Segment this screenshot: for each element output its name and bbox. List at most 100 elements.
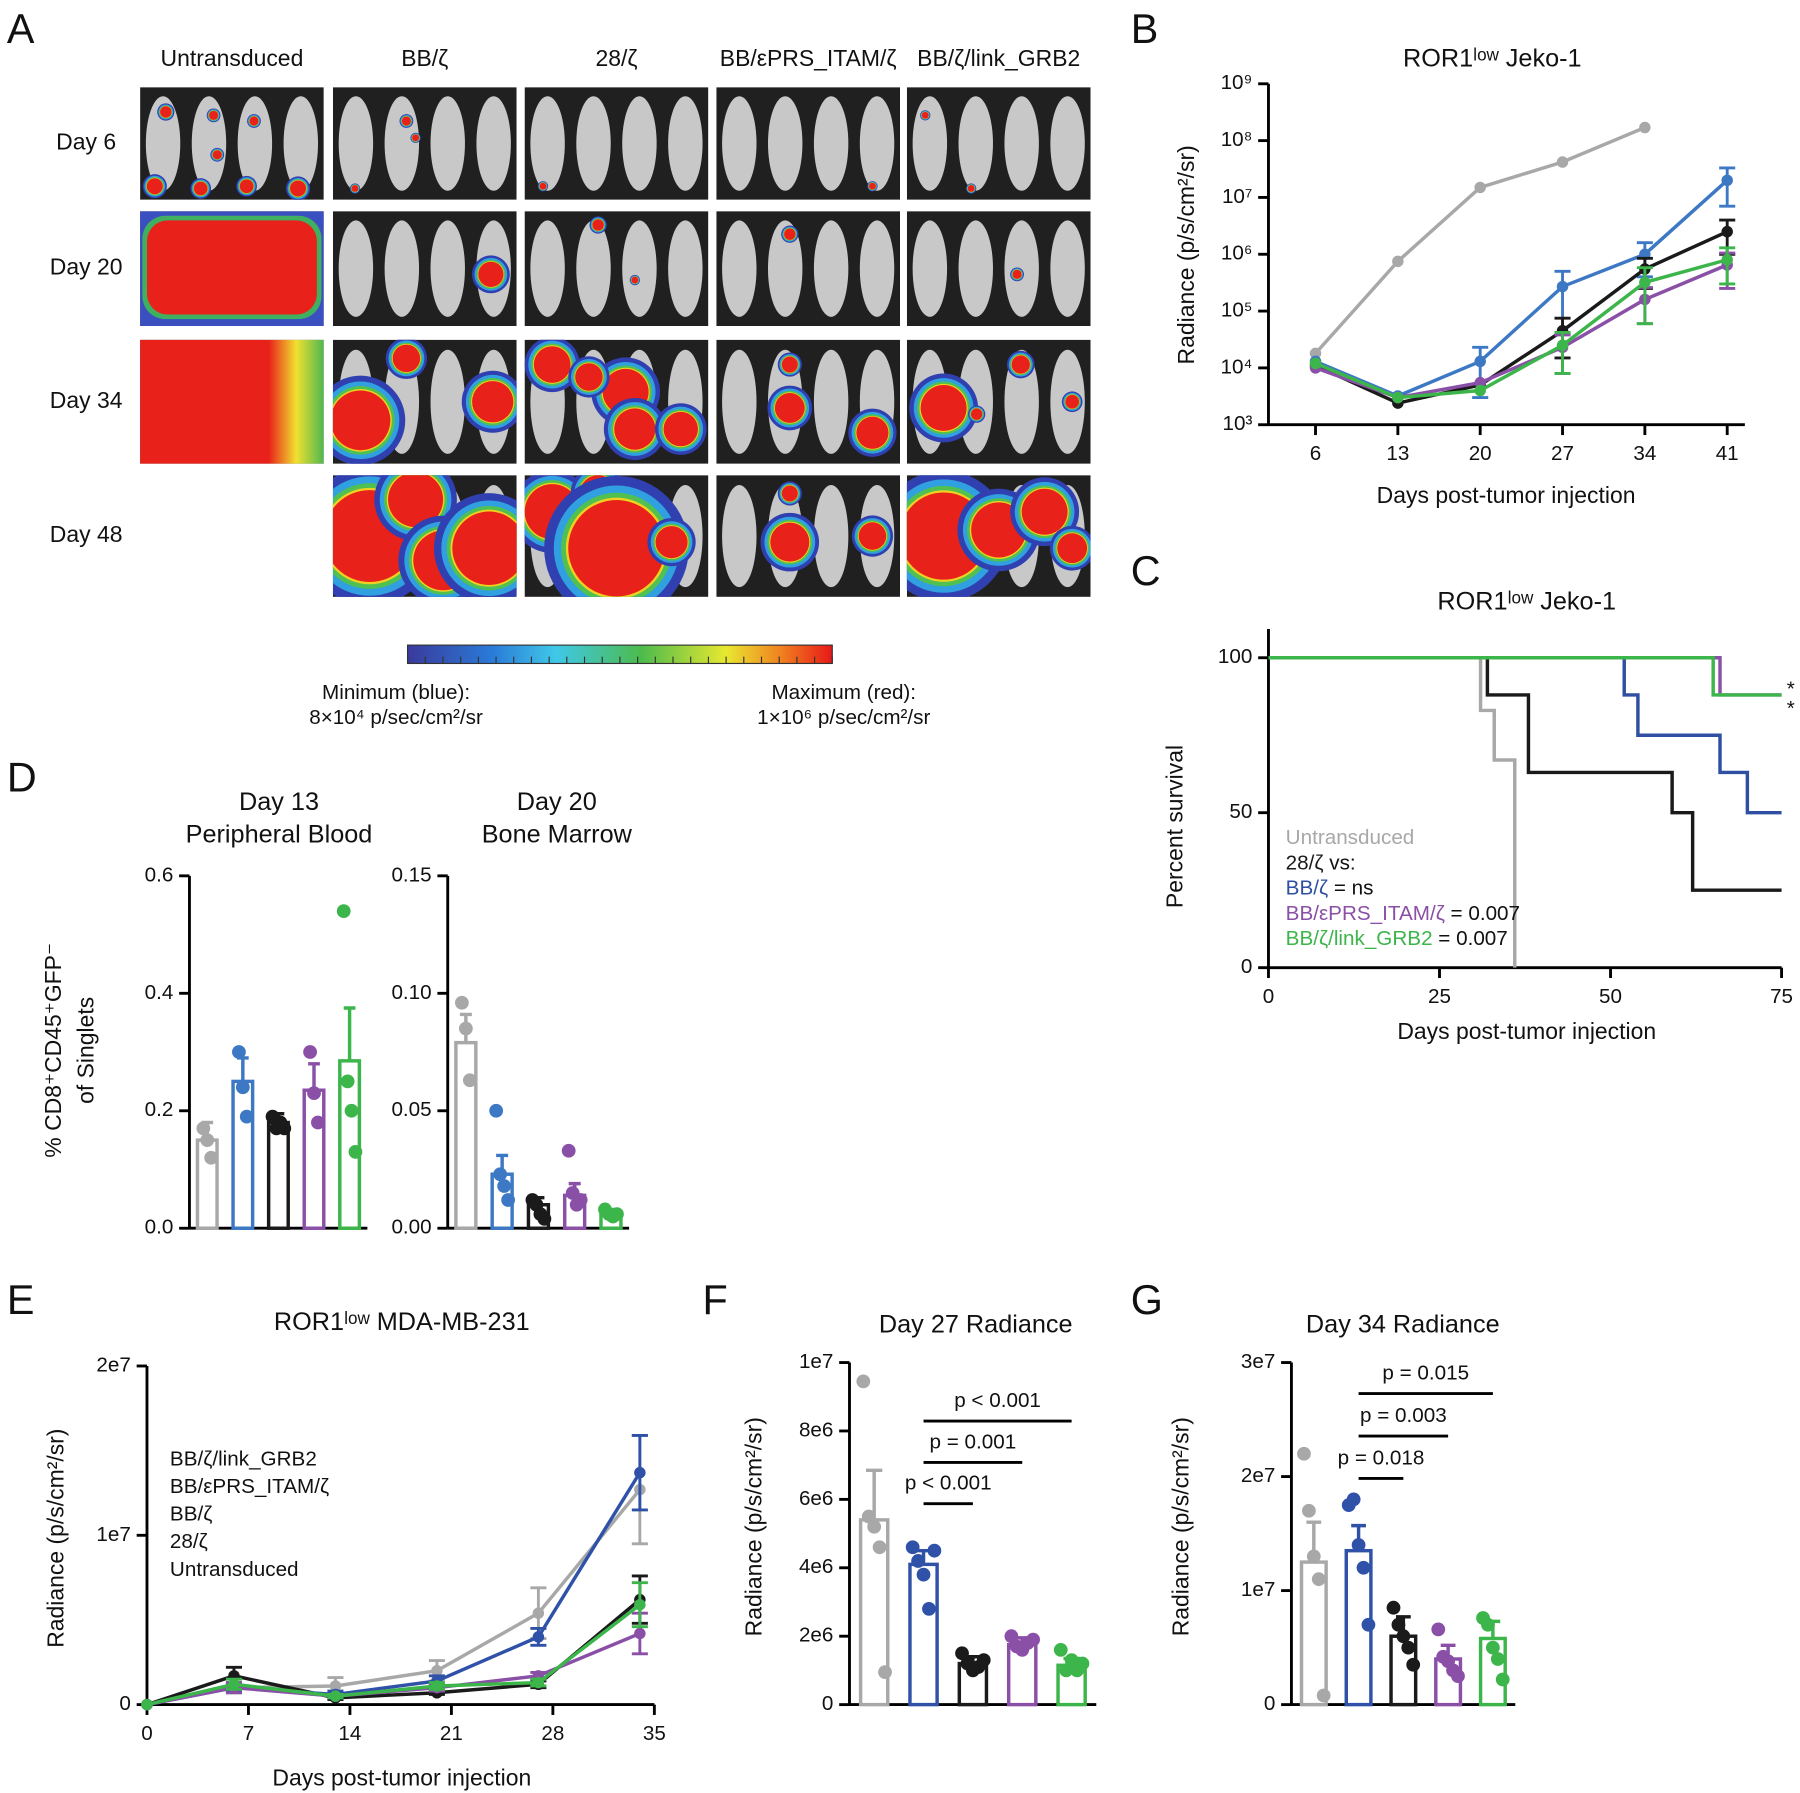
mouse: [530, 220, 565, 317]
mouse: [622, 220, 657, 317]
data-point: [1297, 1446, 1311, 1461]
x-tick-label: 35: [643, 1722, 666, 1745]
y-tick-label: 0.2: [145, 1098, 174, 1121]
heat: [193, 181, 208, 196]
x-tick-label: 75: [1770, 985, 1793, 1008]
panel-label: D: [7, 754, 37, 800]
mouse: [912, 96, 948, 191]
heat: [472, 381, 514, 423]
mouse: [384, 96, 420, 191]
data-point: [856, 1374, 871, 1389]
data-point: [1026, 1632, 1040, 1647]
mouse: [813, 220, 849, 317]
legend-entry: Untransduced: [170, 1558, 299, 1581]
legend-entry: Untransduced: [1286, 827, 1415, 850]
data-point: [1431, 1622, 1446, 1637]
mouse: [145, 96, 181, 191]
image-panel: [716, 475, 900, 597]
mouse: [622, 96, 657, 191]
panel-label: A: [7, 6, 35, 52]
mouse: [813, 96, 849, 191]
mouse: [722, 349, 757, 454]
image-panel: [524, 339, 709, 464]
y-tick-label: 10⁸: [1221, 128, 1253, 151]
data-point: [200, 1133, 215, 1148]
panel-label: G: [1131, 1277, 1163, 1323]
data-point: [458, 1021, 473, 1036]
group-title: BB/ζ/link_GRB2: [917, 45, 1080, 71]
legend-entry: BB/ζ: [170, 1503, 212, 1526]
image-panel: [524, 87, 709, 200]
y-tick-label: 10⁷: [1222, 185, 1252, 208]
mouse: [338, 96, 374, 191]
error-bar: [343, 1006, 356, 1061]
chart-title: Day 13: [239, 788, 319, 816]
mouse: [813, 349, 849, 454]
image-panel: [332, 339, 517, 464]
bar: [302, 1088, 326, 1230]
heat: [575, 363, 603, 391]
data-point: [872, 1540, 887, 1555]
y-tick-label: 0.0: [145, 1216, 174, 1239]
data-point: [537, 1211, 552, 1226]
day-label: Day 34: [50, 387, 123, 413]
y-tick-label: 0.10: [391, 981, 431, 1004]
data-point: [916, 1567, 931, 1582]
error-bar: [1719, 246, 1736, 286]
legend-entry: BB/ζ/link_GRB2: [170, 1448, 317, 1471]
data-point: [1346, 1492, 1361, 1507]
data-point: [1386, 1600, 1401, 1615]
y-axis-label: Percent survival: [1162, 745, 1188, 908]
data-point: [1721, 225, 1733, 238]
heat: [781, 356, 798, 373]
heat: [392, 344, 421, 373]
data-point: [1309, 347, 1322, 360]
data-point: [1309, 357, 1322, 370]
data-point: [454, 995, 469, 1010]
mouse: [859, 220, 895, 317]
mouse: [722, 220, 757, 317]
error-bar: [236, 1056, 249, 1082]
legend-stat: = ns: [1334, 877, 1374, 900]
data-point: [232, 1045, 246, 1059]
data-point: [561, 1143, 576, 1158]
data-point: [462, 1073, 477, 1088]
day-label: Day 6: [56, 129, 116, 155]
panel-label: E: [7, 1277, 35, 1323]
data-point: [1495, 1672, 1510, 1687]
image-panel: [332, 211, 517, 326]
data-point: [1474, 181, 1486, 194]
mouse: [722, 96, 757, 191]
image-panel: [906, 339, 1091, 464]
mouse: [668, 96, 703, 191]
legend-name: 28/ζ: [1286, 852, 1324, 875]
y-tick-label: 0.00: [391, 1216, 431, 1239]
chart-title: ROR1ˡᵒʷ MDA-MB-231: [274, 1308, 530, 1336]
heat: [1057, 533, 1088, 564]
data-point: [1490, 1652, 1505, 1666]
image-panel: [332, 87, 517, 200]
data-point: [501, 1193, 516, 1207]
mouse: [722, 484, 757, 588]
annotation: p < 0.001: [905, 1472, 992, 1495]
heat: [1011, 355, 1030, 374]
y-tick-label: 0: [119, 1692, 131, 1715]
mouse: [1004, 96, 1039, 191]
data-point: [497, 1179, 512, 1193]
legend-stat: vs:: [1329, 852, 1355, 875]
image-panel: [716, 87, 900, 200]
heat: [921, 111, 929, 119]
mouse: [958, 220, 993, 317]
data-point: [927, 1543, 942, 1558]
mouse: [1004, 220, 1039, 317]
heat: [452, 511, 517, 585]
heat: [351, 185, 359, 192]
heat: [770, 522, 810, 562]
mouse: [1050, 220, 1085, 317]
data-point: [976, 1653, 991, 1668]
data-point: [196, 1121, 211, 1136]
data-point: [911, 1554, 925, 1568]
y-tick-label: 2e7: [1241, 1464, 1275, 1487]
annotation: *: [1787, 677, 1795, 700]
